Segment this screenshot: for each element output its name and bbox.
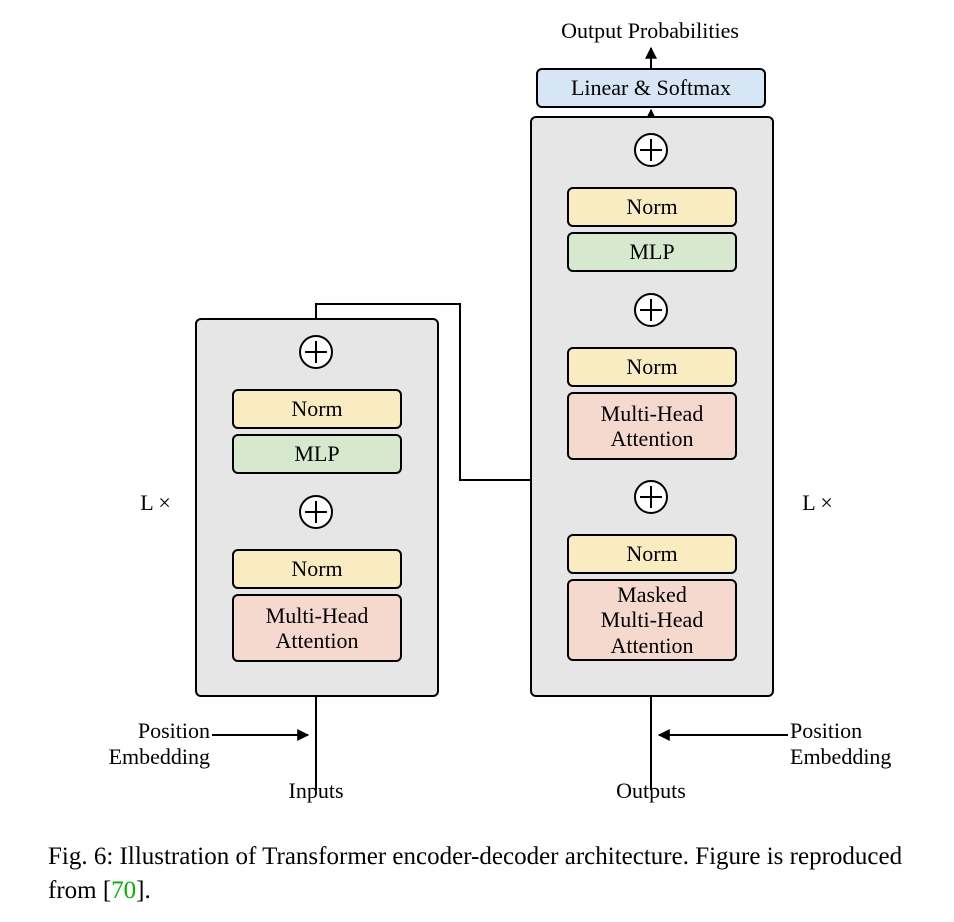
encoder-norm-lower: Norm xyxy=(232,549,402,589)
decoder-multihead-attention: Multi-HeadAttention xyxy=(567,392,737,460)
linear-softmax-block: Linear & Softmax xyxy=(536,68,766,108)
decoder-masked-multihead-attention: MaskedMulti-HeadAttention xyxy=(567,579,737,661)
decoder-mlp: MLP xyxy=(567,232,737,272)
diagram-stage: Linear & Softmax Norm MLP Norm Multi-Hea… xyxy=(0,0,954,922)
position-embedding-right-label: PositionEmbedding xyxy=(790,718,910,770)
decoder-add-top xyxy=(634,133,668,167)
output-probabilities-label: Output Probabilities xyxy=(530,18,770,44)
outputs-label: Outputs xyxy=(591,778,711,804)
encoder-mlp: MLP xyxy=(232,434,402,474)
position-embedding-left-label: PositionEmbedding xyxy=(90,718,210,770)
decoder-add-low xyxy=(634,480,668,514)
caption-suffix: ]. xyxy=(136,877,151,904)
caption-citation: 70 xyxy=(111,877,136,904)
encoder-add-mid xyxy=(299,495,333,529)
inputs-label: Inputs xyxy=(256,778,376,804)
decoder-add-mid xyxy=(634,293,668,327)
l-times-left-label: L × xyxy=(128,490,183,516)
decoder-norm-lower: Norm xyxy=(567,534,737,574)
caption-prefix: Fig. 6: Illustration of Transformer enco… xyxy=(48,843,902,904)
decoder-norm-upper: Norm xyxy=(567,187,737,227)
decoder-norm-mid: Norm xyxy=(567,347,737,387)
diagram-wires xyxy=(0,0,954,922)
figure-caption: Fig. 6: Illustration of Transformer enco… xyxy=(48,840,918,908)
encoder-multihead-attention: Multi-HeadAttention xyxy=(232,594,402,662)
encoder-add-top xyxy=(299,335,333,369)
l-times-right-label: L × xyxy=(790,490,845,516)
encoder-norm-upper: Norm xyxy=(232,389,402,429)
